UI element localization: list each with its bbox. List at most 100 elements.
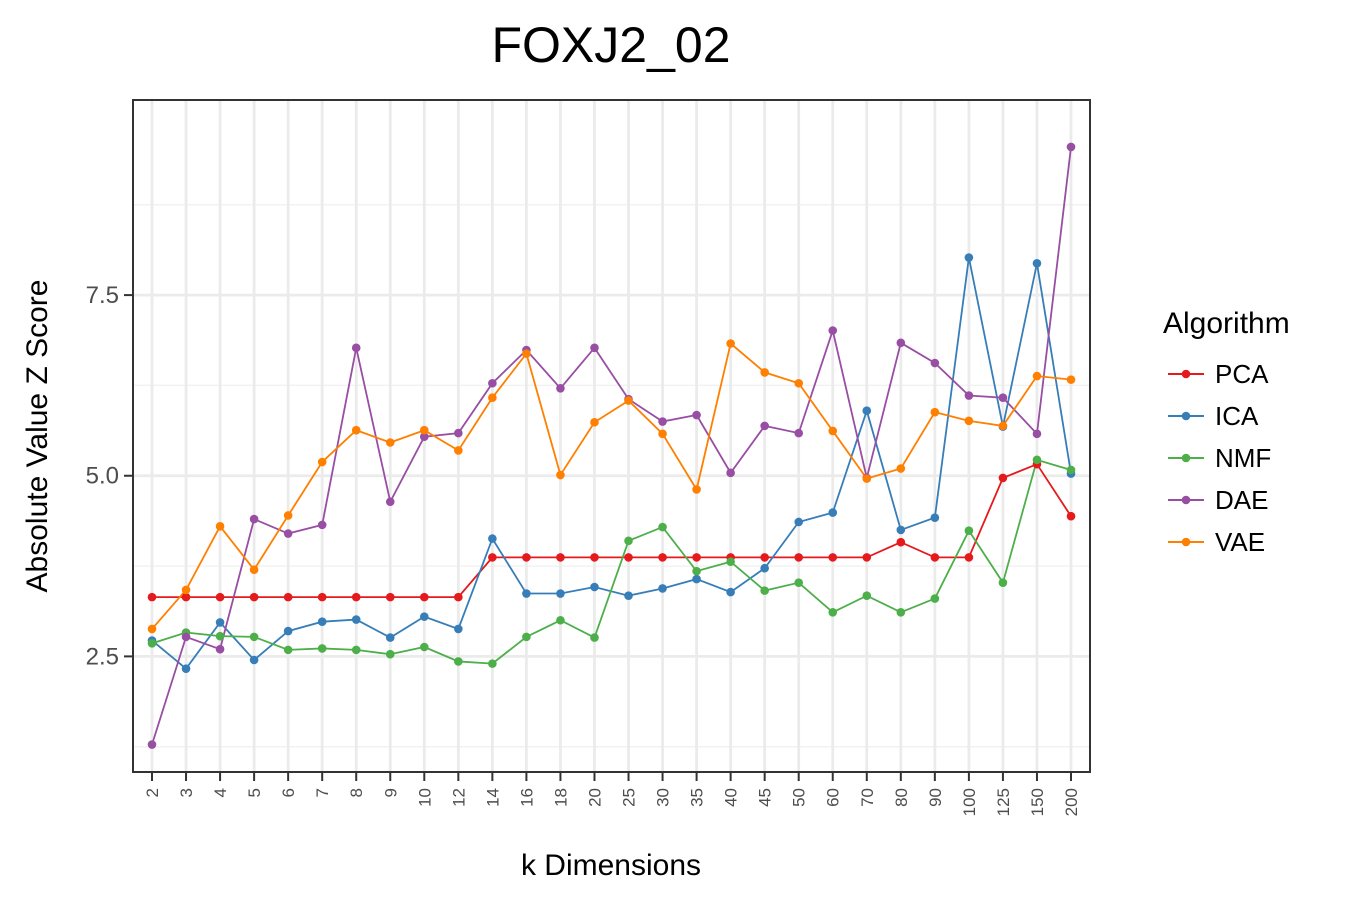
point-vae: [692, 485, 701, 494]
point-dae: [1032, 429, 1042, 439]
x-tick-label: 10: [415, 788, 434, 807]
point-nmf: [215, 631, 225, 641]
legend-label-nmf: NMF: [1215, 443, 1271, 473]
point-ica: [1032, 259, 1042, 268]
point-pca: [930, 553, 940, 562]
point-nmf: [283, 645, 293, 655]
point-dae: [419, 432, 429, 442]
point-ica: [215, 618, 225, 627]
point-pca: [896, 537, 906, 547]
point-ica: [896, 525, 906, 535]
point-vae: [419, 425, 429, 435]
point-nmf: [317, 644, 327, 653]
point-ica: [760, 563, 769, 573]
x-tick-label: 30: [654, 788, 673, 807]
point-nmf: [147, 639, 157, 648]
point-pca: [1066, 511, 1076, 521]
point-pca: [828, 553, 838, 562]
point-dae: [215, 644, 225, 654]
point-pca: [998, 473, 1008, 483]
point-pca: [862, 553, 872, 562]
point-vae: [1066, 375, 1076, 384]
x-tick-label: 150: [1028, 788, 1047, 816]
point-vae: [930, 407, 940, 417]
point-dae: [794, 428, 804, 438]
point-vae: [351, 425, 361, 435]
series-line-dae: [151, 146, 1072, 745]
point-ica: [317, 617, 327, 627]
x-tick-label: 40: [722, 788, 741, 807]
point-vae: [215, 522, 225, 531]
point-dae: [249, 514, 259, 524]
x-tick-label: 60: [824, 788, 843, 807]
x-tick-label: 7: [313, 788, 332, 797]
point-ica: [930, 513, 940, 522]
point-pca: [658, 553, 667, 562]
point-dae: [454, 428, 463, 438]
point-pca: [351, 592, 361, 602]
point-vae: [556, 470, 565, 480]
y-axis: 2.5 5.0 7.5: [86, 282, 133, 670]
x-tick-label: 2: [143, 788, 162, 797]
point-dae: [590, 343, 599, 353]
point-vae: [726, 339, 735, 348]
grid-lines: [133, 100, 1090, 772]
legend-title: Algorithm: [1163, 307, 1290, 340]
x-tick-label: 9: [381, 788, 400, 797]
point-pca: [215, 592, 225, 602]
point-nmf: [351, 645, 361, 655]
point-vae: [283, 511, 293, 520]
point-vae: [658, 429, 667, 439]
point-dae: [556, 384, 565, 393]
x-tick-label: 8: [347, 788, 366, 797]
point-vae: [896, 464, 906, 473]
point-dae: [692, 410, 701, 420]
legend: Algorithm PCA ICA NMF DAE VAE: [1163, 307, 1290, 557]
point-dae: [317, 520, 327, 530]
point-ica: [726, 587, 735, 597]
point-dae: [658, 417, 667, 426]
y-axis-title: Absolute Value Z Score: [21, 280, 54, 593]
point-vae: [862, 474, 872, 483]
point-nmf: [1066, 465, 1076, 475]
point-vae: [998, 421, 1008, 431]
point-nmf: [964, 526, 974, 535]
x-tick-label: 4: [211, 788, 230, 797]
x-tick-label: 25: [620, 788, 639, 807]
point-vae: [1032, 371, 1042, 381]
point-ica: [624, 591, 633, 600]
point-ica: [488, 534, 497, 543]
point-ica: [828, 508, 838, 517]
point-pca: [454, 592, 463, 602]
x-axis-title: k Dimensions: [521, 849, 701, 882]
x-tick-label: 45: [756, 788, 775, 807]
y-tick-label: 2.5: [86, 643, 119, 670]
point-nmf: [930, 594, 940, 603]
point-dae: [998, 393, 1008, 403]
point-pca: [556, 553, 565, 562]
point-nmf: [828, 608, 838, 617]
point-nmf: [454, 657, 463, 666]
point-nmf: [249, 632, 259, 642]
point-pca: [624, 553, 633, 562]
point-pca: [488, 553, 497, 562]
point-vae: [624, 396, 633, 405]
point-ica: [794, 517, 804, 527]
x-tick-label: 20: [585, 788, 604, 807]
point-ica: [964, 253, 974, 262]
point-dae: [828, 326, 838, 335]
legend-key-point-vae: [1181, 537, 1191, 547]
point-ica: [454, 624, 463, 634]
x-tick-label: 35: [688, 788, 707, 807]
x-tick-label: 125: [994, 788, 1013, 816]
point-dae: [147, 740, 157, 749]
point-dae: [930, 358, 940, 368]
point-dae: [896, 338, 906, 348]
series-line-pca: [152, 463, 1072, 599]
point-nmf: [658, 522, 667, 532]
point-pca: [181, 592, 191, 602]
point-vae: [249, 565, 259, 574]
point-dae: [488, 378, 497, 388]
point-pca: [283, 592, 293, 602]
point-pca: [317, 592, 327, 602]
